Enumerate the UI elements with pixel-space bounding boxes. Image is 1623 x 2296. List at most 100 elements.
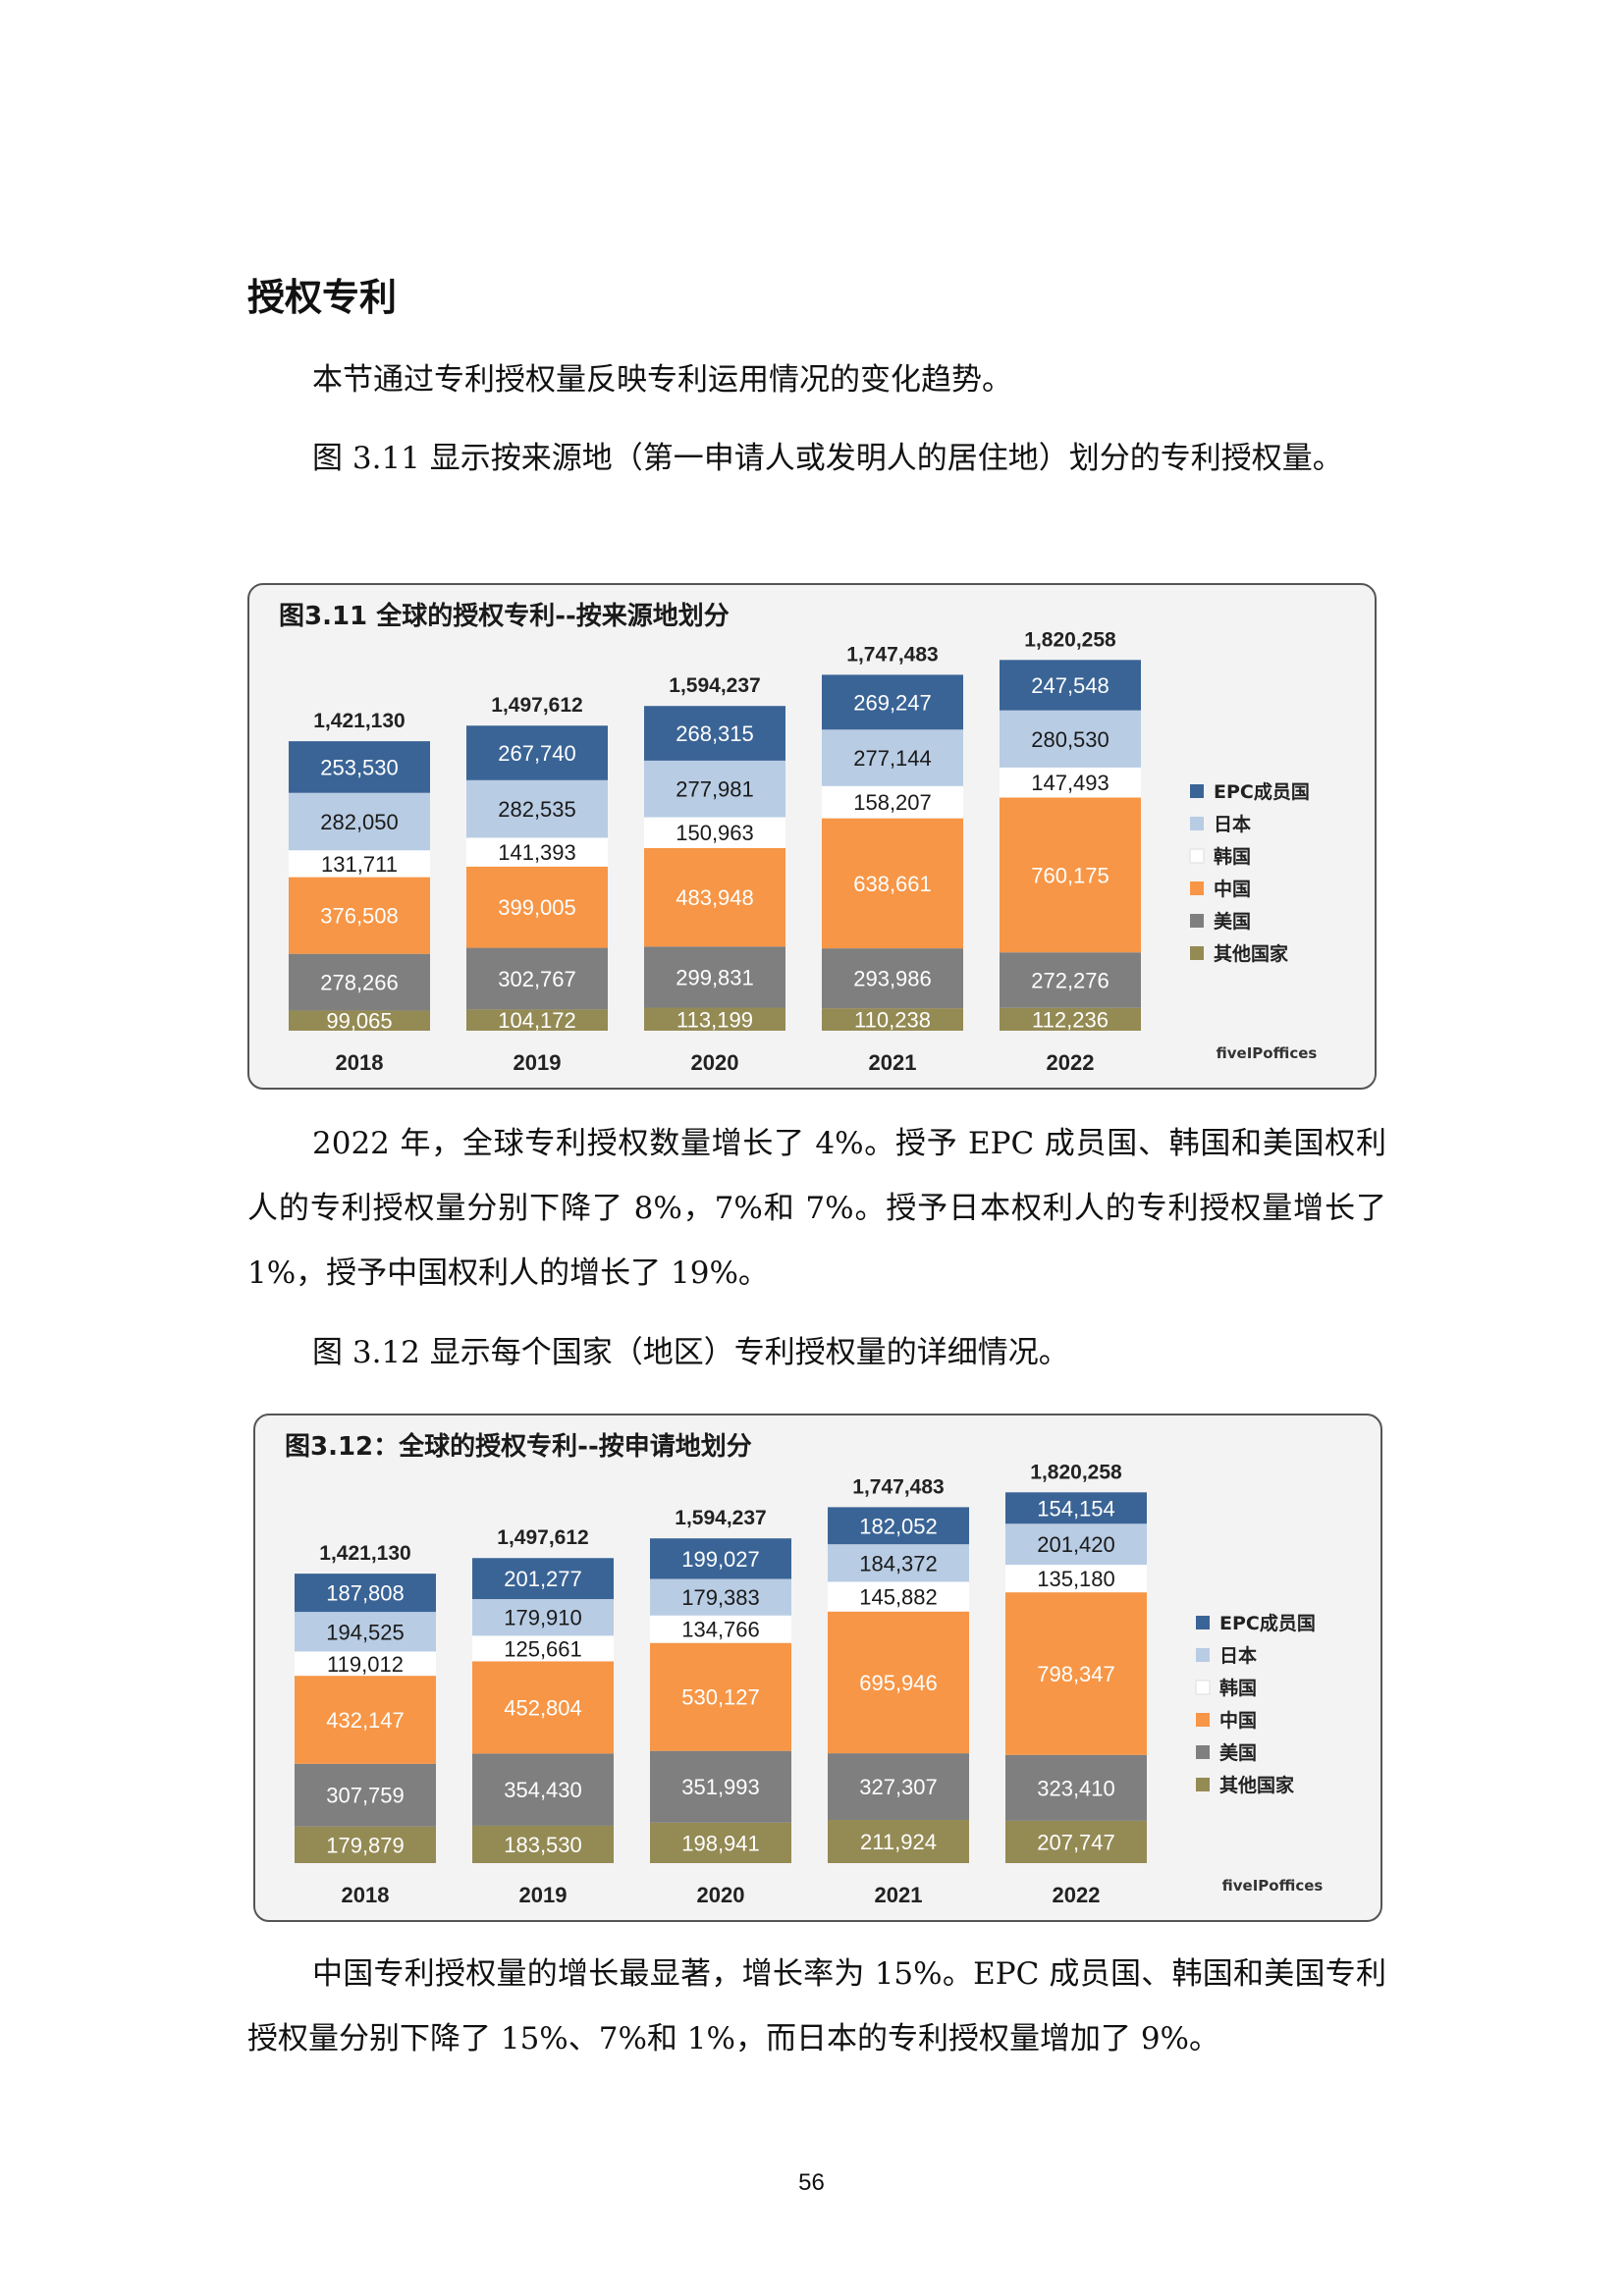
bar-segment-中国-2021: [822, 818, 963, 949]
data-label-EPC成员国-2021: 182,052: [859, 1514, 938, 1538]
legend-entry-日本: 日本: [1219, 1644, 1257, 1667]
data-label-其他国家-2021: 110,238: [854, 1008, 931, 1033]
total-label-2019: 1,497,612: [491, 694, 582, 717]
chart-title: 图3.12：全球的授权专利--按申请地划分: [285, 1431, 752, 1462]
data-label-韩国-2021: 145,882: [859, 1585, 938, 1610]
bar-segment-中国-2019: [466, 866, 608, 948]
data-label-美国-2019: 354,430: [504, 1778, 582, 1802]
bar-segment-中国-2019: [472, 1661, 614, 1754]
legend-entry-美国: 美国: [1219, 1741, 1257, 1764]
bar-segment-EPC成员国-2018: [289, 741, 430, 793]
data-label-韩国-2020: 134,766: [681, 1618, 760, 1642]
bar-segment-中国-2022: [1000, 797, 1141, 953]
data-label-EPC成员国-2022: 154,154: [1037, 1496, 1115, 1521]
data-label-EPC成员国-2020: 268,315: [676, 721, 754, 746]
legend-swatch-其他国家: [1190, 946, 1204, 960]
bar-segment-其他国家-2019: [466, 1009, 608, 1031]
bar-segment-美国-2022: [1000, 952, 1141, 1008]
chart-title: 图3.11 全球的授权专利--按来源地划分: [279, 601, 730, 631]
bar-segment-中国-2018: [289, 877, 430, 954]
legend-swatch-中国: [1196, 1713, 1210, 1727]
legend-entry-美国: 美国: [1214, 910, 1251, 933]
bar-segment-日本-2022: [1005, 1523, 1147, 1566]
x-tick-2021: 2021: [875, 1883, 923, 1907]
bar-segment-中国-2020: [644, 847, 785, 947]
data-label-中国-2020: 530,127: [681, 1685, 760, 1710]
bar-segment-EPC成员国-2019: [466, 725, 608, 780]
data-label-日本-2020: 277,981: [676, 777, 754, 802]
data-label-其他国家-2018: 99,065: [326, 1009, 392, 1034]
data-label-美国-2021: 327,307: [859, 1775, 938, 1799]
legend-entry-中国: 中国: [1214, 878, 1251, 900]
bar-segment-其他国家-2022: [1000, 1007, 1141, 1031]
bar-segment-其他国家-2022: [1005, 1820, 1147, 1863]
bar-segment-其他国家-2019: [472, 1825, 614, 1863]
data-label-EPC成员国-2019: 267,740: [498, 741, 576, 766]
data-label-日本-2022: 201,420: [1037, 1532, 1115, 1557]
bar-segment-美国-2021: [828, 1753, 969, 1821]
bar-segment-日本-2020: [644, 760, 785, 818]
bar-segment-美国-2019: [466, 947, 608, 1010]
data-label-EPC成员国-2018: 253,530: [320, 755, 399, 779]
total-label-2022: 1,820,258: [1030, 1461, 1122, 1483]
legend-swatch-韩国: [1195, 1680, 1211, 1695]
legend-entry-其他国家: 其他国家: [1219, 1774, 1295, 1796]
bar-segment-EPC成员国-2022: [1005, 1492, 1147, 1524]
bar-segment-韩国-2019: [472, 1635, 614, 1662]
bar-segment-其他国家-2020: [644, 1007, 785, 1031]
data-label-美国-2021: 293,986: [853, 967, 932, 991]
data-label-日本-2021: 277,144: [853, 746, 932, 771]
data-label-其他国家-2022: 207,747: [1037, 1830, 1115, 1854]
bar-segment-中国-2020: [650, 1642, 791, 1751]
bar-segment-韩国-2019: [466, 837, 608, 867]
total-label-2018: 1,421,130: [319, 1542, 410, 1565]
data-label-美国-2022: 272,276: [1031, 968, 1109, 992]
data-label-美国-2020: 299,831: [676, 965, 754, 989]
total-label-2020: 1,594,237: [669, 674, 760, 697]
x-tick-2019: 2019: [519, 1883, 568, 1907]
data-label-中国-2022: 760,175: [1031, 863, 1109, 887]
bar-segment-日本-2019: [466, 779, 608, 838]
bar-segment-美国-2018: [289, 953, 430, 1011]
bar-segment-美国-2019: [472, 1753, 614, 1826]
data-label-日本-2019: 282,535: [498, 797, 576, 822]
bar-segment-日本-2021: [828, 1544, 969, 1582]
legend-entry-EPC成员国: EPC成员国: [1219, 1612, 1316, 1634]
data-label-韩国-2019: 141,393: [498, 840, 576, 865]
x-tick-2018: 2018: [336, 1050, 384, 1075]
data-label-中国-2018: 376,508: [320, 904, 399, 929]
x-tick-2018: 2018: [342, 1883, 390, 1907]
total-label-2018: 1,421,130: [313, 710, 405, 732]
data-label-中国-2019: 452,804: [504, 1695, 582, 1720]
data-label-美国-2018: 307,759: [326, 1784, 405, 1808]
data-label-EPC成员国-2022: 247,548: [1031, 673, 1109, 698]
bar-segment-中国-2021: [828, 1611, 969, 1754]
total-label-2020: 1,594,237: [675, 1507, 766, 1529]
data-label-中国-2021: 695,946: [859, 1671, 938, 1695]
data-label-韩国-2021: 158,207: [853, 790, 932, 815]
bar-segment-韩国-2022: [1005, 1565, 1147, 1593]
data-label-其他国家-2021: 211,924: [860, 1830, 937, 1854]
bar-segment-EPC成员国-2022: [1000, 660, 1141, 711]
legend-swatch-韩国: [1189, 848, 1205, 864]
bar-segment-中国-2018: [295, 1676, 436, 1764]
bar-segment-美国-2018: [295, 1763, 436, 1827]
data-label-韩国-2019: 125,661: [504, 1636, 582, 1661]
section-heading: 授权专利: [247, 276, 398, 319]
data-label-其他国家-2020: 113,199: [676, 1007, 753, 1032]
data-label-韩国-2018: 131,711: [321, 852, 398, 877]
legend-entry-韩国: 韩国: [1214, 845, 1251, 868]
bar-segment-日本-2019: [472, 1599, 614, 1636]
chart-1-svg: 图3.11 全球的授权专利--按来源地划分 99,065 278,266 376,50…: [279, 601, 1317, 1075]
legend-swatch-其他国家: [1196, 1778, 1210, 1791]
data-label-中国-2021: 638,661: [853, 872, 932, 896]
data-label-美国-2020: 351,993: [681, 1775, 760, 1799]
bar-segment-其他国家-2021: [828, 1820, 969, 1863]
bar-segment-其他国家-2018: [295, 1826, 436, 1863]
data-label-中国-2018: 432,147: [326, 1708, 405, 1733]
bar-segment-美国-2021: [822, 948, 963, 1009]
data-label-EPC成员国-2018: 187,808: [326, 1581, 405, 1606]
total-label-2021: 1,747,483: [852, 1475, 944, 1498]
data-label-中国-2020: 483,948: [676, 885, 754, 910]
bar-segment-韩国-2018: [295, 1651, 436, 1677]
